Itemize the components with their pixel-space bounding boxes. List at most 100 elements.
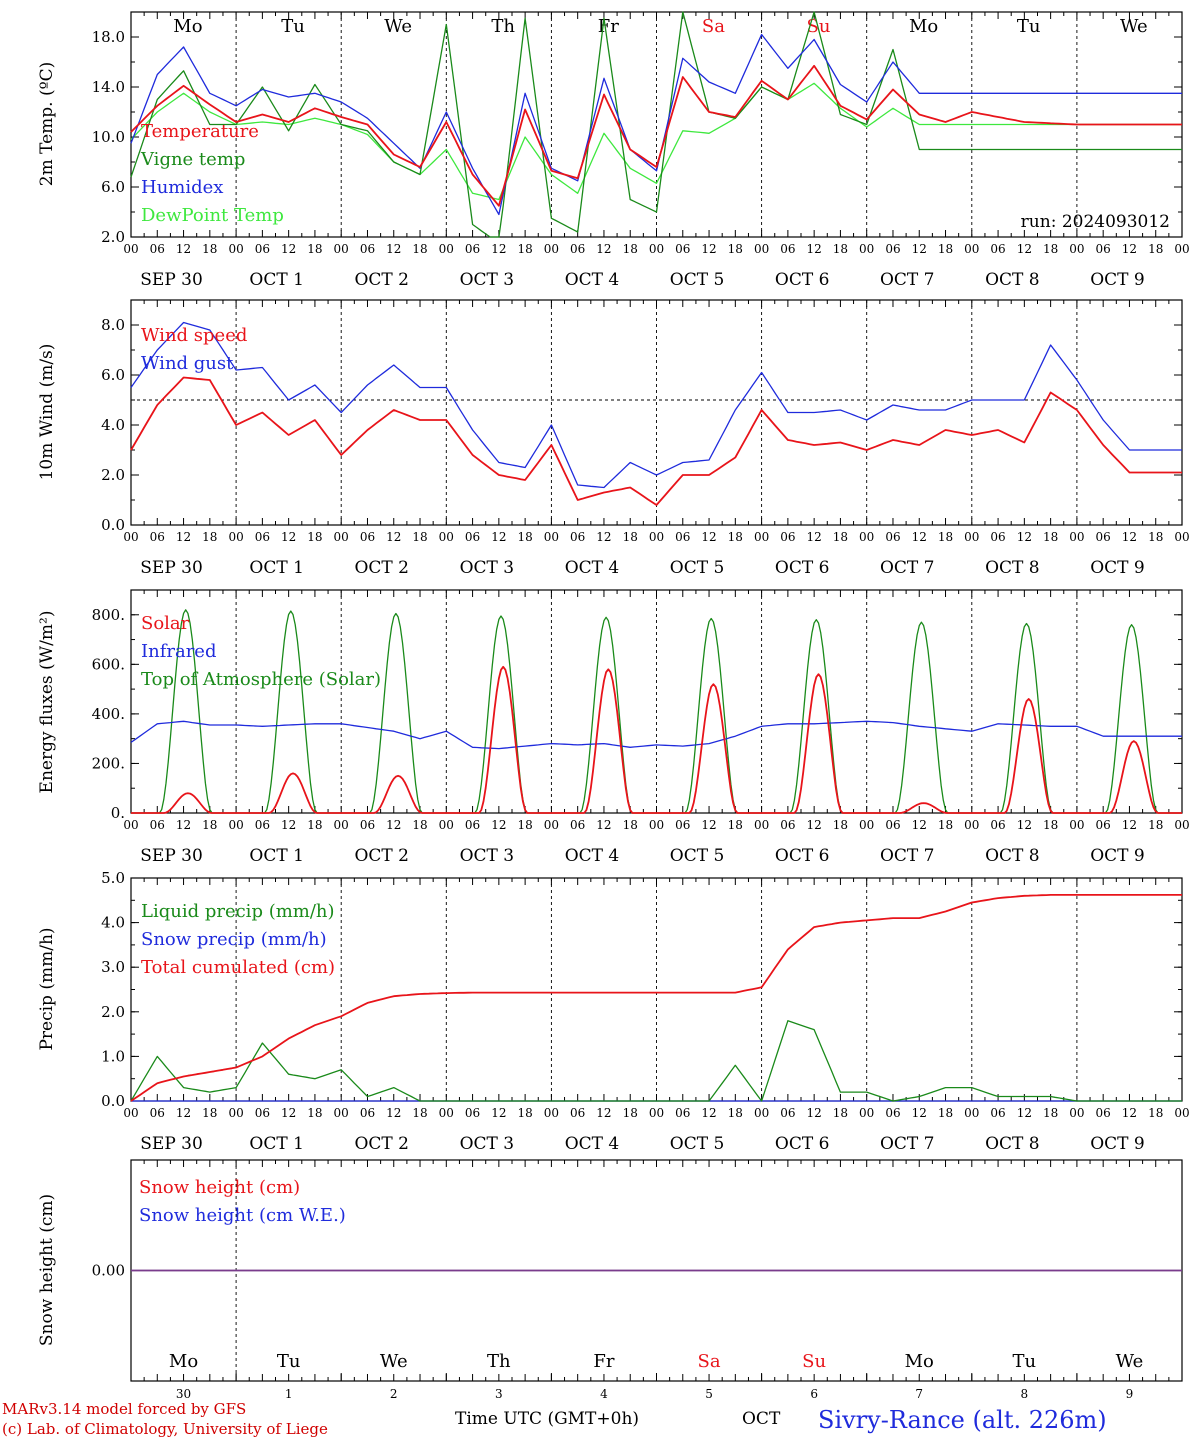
y-tick-label: 4.0: [101, 914, 125, 932]
day-number: 3: [495, 1387, 503, 1401]
x-date-label: OCT 6: [775, 846, 830, 866]
x-hour-label: 06: [1096, 242, 1111, 256]
x-hour-label: 12: [1017, 1106, 1032, 1120]
x-hour-label: 00: [334, 530, 349, 544]
x-hour-label: 12: [386, 818, 401, 832]
y-tick-label: 0.0: [101, 1092, 125, 1110]
day-abbr: Tu: [281, 16, 305, 37]
y-axis-label: 2m Temp. (ºC): [37, 62, 57, 187]
x-hour-label: 00: [228, 1106, 243, 1120]
x-date-label: OCT 8: [985, 1134, 1040, 1154]
x-hour-label: 00: [1174, 530, 1189, 544]
x-hour-label: 06: [465, 242, 480, 256]
x-date-label: OCT 8: [985, 846, 1040, 866]
series-line-total-cumulated-cm-: [130, 894, 1182, 1102]
x-hour-label: 18: [833, 1106, 848, 1120]
x-date-label: OCT 1: [249, 846, 304, 866]
x-hour-label: 12: [1122, 1106, 1137, 1120]
x-hour-label: 18: [517, 530, 532, 544]
x-hour-label: 12: [281, 818, 296, 832]
x-date-label: OCT 9: [1090, 1134, 1145, 1154]
x-hour-label: 18: [1148, 242, 1163, 256]
x-hour-label: 12: [1122, 818, 1137, 832]
legend-entry: Liquid precip (mm/h): [141, 901, 335, 922]
x-hour-label: 12: [912, 530, 927, 544]
x-hour-label: 06: [360, 1106, 375, 1120]
day-abbr: Mo: [909, 16, 938, 37]
x-hour-label: 06: [150, 242, 165, 256]
x-hour-label: 00: [123, 530, 138, 544]
x-hour-label: 06: [675, 1106, 690, 1120]
x-hour-label: 18: [1043, 1106, 1058, 1120]
x-hour-label: 12: [701, 1106, 716, 1120]
x-hour-label: 12: [176, 1106, 191, 1120]
day-number: 8: [1021, 1387, 1029, 1401]
y-tick-label: 0.0: [101, 516, 125, 534]
y-tick-label: 600.: [92, 655, 125, 673]
y-tick-label: 0.00: [92, 1262, 125, 1280]
x-hour-label: 12: [1122, 530, 1137, 544]
x-hour-label: 06: [150, 1106, 165, 1120]
legend-entry: Wind speed: [141, 325, 247, 346]
legend-entry: Temperature: [141, 121, 259, 142]
y-tick-label: 3.0: [101, 958, 125, 976]
x-date-label: OCT 2: [354, 846, 409, 866]
x-date-label: OCT 7: [880, 558, 935, 578]
x-hour-label: 00: [859, 530, 874, 544]
x-hour-label: 18: [728, 530, 743, 544]
panel-4: 0.0 1.0 2.0 3.0 4.0 5.0 Precip (mm/h) 00 06 12 18 0…: [37, 869, 1190, 1154]
day-number: 2: [390, 1387, 398, 1401]
day-number: 30: [176, 1387, 191, 1401]
footer: MARv3.14 model forced by GFS (c) Lab. of…: [2, 1400, 1107, 1438]
panels-layer: 2.06.010.014.018.02m Temp. (ºC)00 06 12 18 0…: [37, 11, 1190, 1401]
x-hour-label: 06: [990, 1106, 1005, 1120]
x-date-label: OCT 2: [354, 1134, 409, 1154]
x-date-label: OCT 7: [880, 846, 935, 866]
footer-credit: (c) Lab. of Climatology, University of L…: [2, 1420, 328, 1438]
x-hour-label: 18: [938, 818, 953, 832]
day-abbr: Fr: [598, 16, 619, 37]
x-hour-label: 06: [465, 530, 480, 544]
x-hour-label: 18: [623, 818, 638, 832]
x-date-label: OCT 4: [565, 846, 620, 866]
legend-entry: Solar: [141, 613, 190, 634]
x-hour-label: 18: [833, 242, 848, 256]
day-abbr: Mo: [173, 16, 202, 37]
x-hour-label: 00: [1174, 242, 1189, 256]
x-hour-label: 06: [255, 1106, 270, 1120]
x-hour-label: 12: [176, 530, 191, 544]
series-line-solar: [131, 665, 1182, 814]
x-hour-label: 12: [701, 530, 716, 544]
x-hour-label: 12: [596, 242, 611, 256]
y-tick-label: 4.0: [101, 416, 125, 434]
legend-entry: Snow precip (mm/h): [141, 929, 327, 950]
x-date-label: OCT 4: [565, 1134, 620, 1154]
day-abbr: Sa: [702, 16, 725, 37]
y-tick-label: 6.0: [101, 366, 125, 384]
legend-entry: Snow height (cm): [139, 1177, 300, 1198]
series-line-humidex: [130, 33, 1182, 216]
y-axis-label: Precip (mm/h): [37, 927, 57, 1050]
x-hour-label: 00: [228, 530, 243, 544]
day-abbr: Tu: [1017, 16, 1041, 37]
x-hour-label: 06: [885, 1106, 900, 1120]
x-hour-label: 18: [517, 818, 532, 832]
y-tick-label: 0.: [111, 804, 125, 822]
panel-3: 0. 200. 400. 600. 800. Energy fluxes (W/m²) 00…: [37, 589, 1190, 866]
x-date-label: OCT 6: [775, 558, 830, 578]
run-annotation: run: 2024093012: [1021, 212, 1170, 232]
x-hour-label: 06: [255, 530, 270, 544]
x-hour-label: 18: [833, 818, 848, 832]
panel-2: 0.0 2.0 4.0 6.0 8.0 10m Wind (m/s) 00 06 12 18 00 0…: [37, 299, 1190, 578]
x-hour-label: 18: [833, 530, 848, 544]
x-hour-label: 00: [1069, 242, 1084, 256]
x-hour-label: 00: [1069, 1106, 1084, 1120]
x-hour-label: 18: [623, 530, 638, 544]
x-hour-label: 12: [912, 242, 927, 256]
x-date-label: OCT 7: [880, 1134, 935, 1154]
x-hour-label: 06: [255, 818, 270, 832]
day-number: 6: [810, 1387, 818, 1401]
x-hour-label: 00: [228, 818, 243, 832]
x-hour-label: 18: [938, 242, 953, 256]
